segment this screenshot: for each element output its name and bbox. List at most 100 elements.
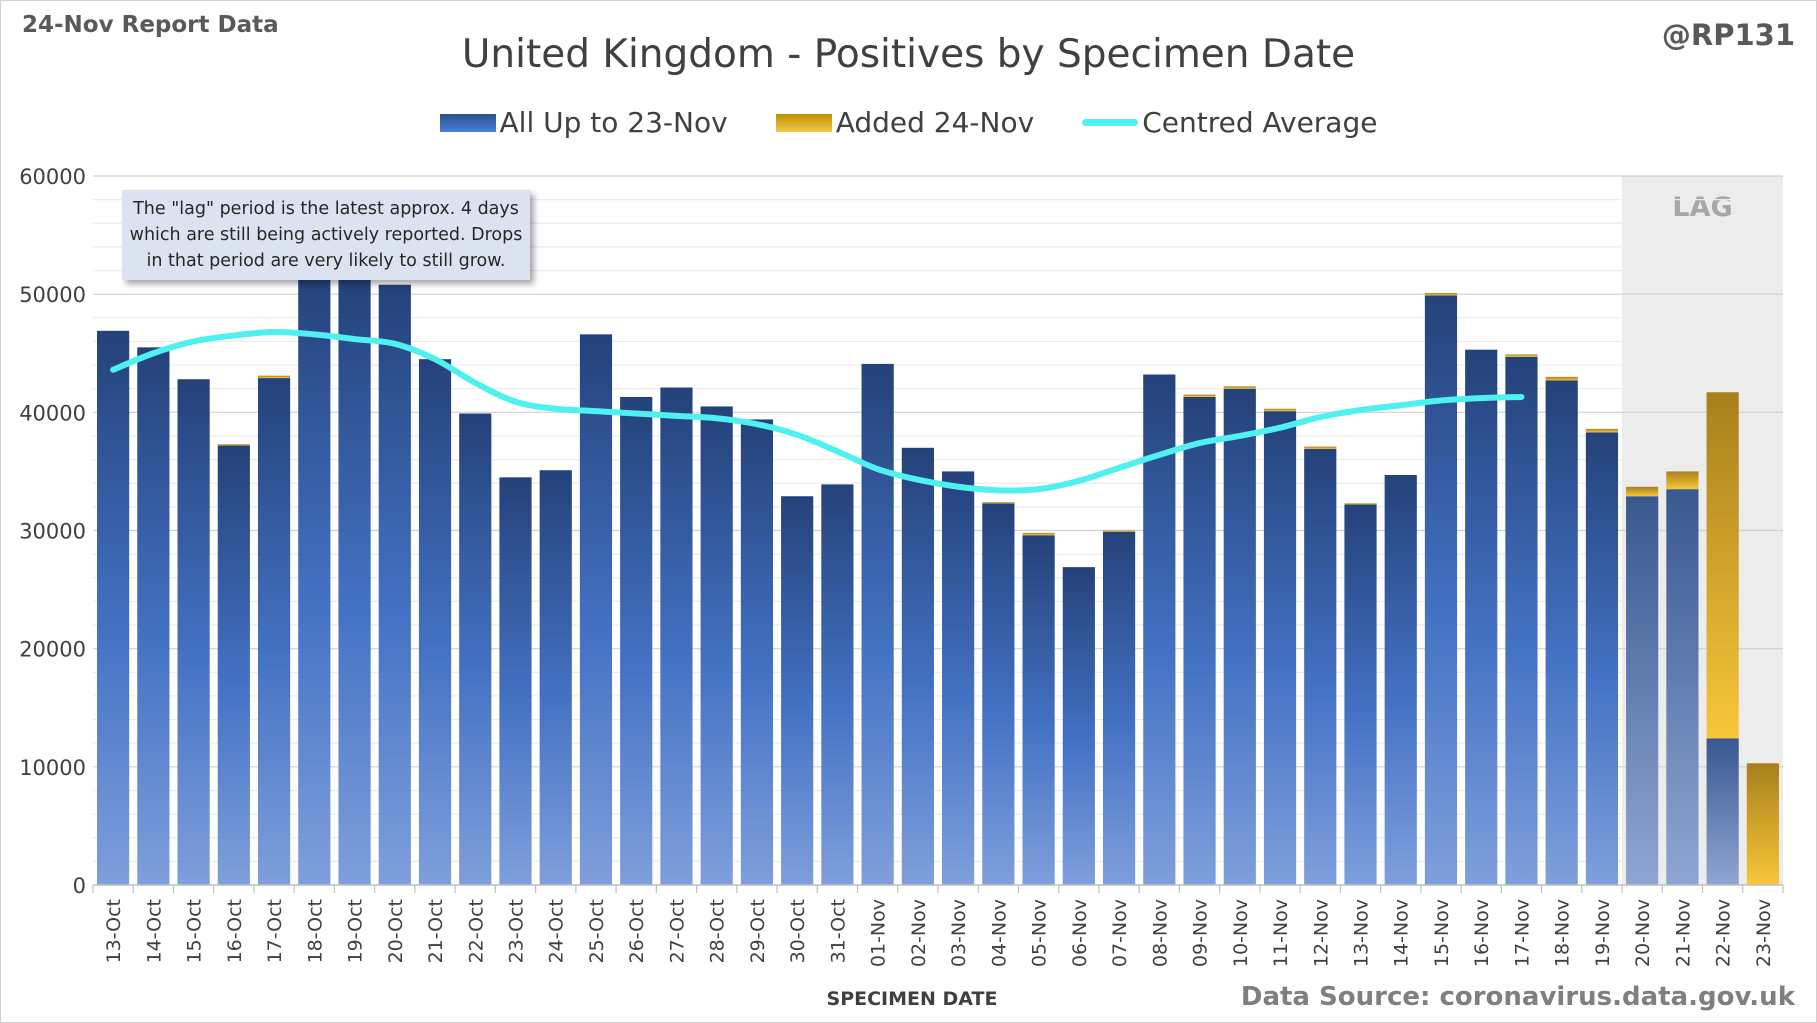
x-tick-label: 09-Nov <box>1190 899 1212 967</box>
x-axis-title: SPECIMEN DATE <box>827 988 998 1010</box>
bar-added-23-Nov <box>1746 763 1779 885</box>
bar-all-01-Nov <box>861 363 894 885</box>
x-tick-label: 13-Oct <box>103 899 125 963</box>
x-tick-label: 27-Oct <box>666 899 688 963</box>
bar-added-11-Nov <box>1263 408 1297 412</box>
x-tick-label: 25-Oct <box>586 899 608 963</box>
x-tick-label: 22-Oct <box>465 899 487 963</box>
bar-all-18-Oct <box>298 270 331 885</box>
bar-added-09-Nov <box>1183 394 1216 397</box>
bar-all-21-Oct <box>418 359 452 885</box>
bar-all-28-Oct <box>700 406 733 885</box>
x-tick-label: 22-Nov <box>1713 899 1735 967</box>
bar-all-09-Nov <box>1183 396 1216 885</box>
author-handle: @RP131 <box>1661 18 1795 52</box>
lag-note: The "lag" period is the latest approx. 4… <box>122 190 530 280</box>
bar-added-07-Nov <box>1102 530 1136 532</box>
bar-all-19-Oct <box>338 276 371 886</box>
x-tick-label: 24-Oct <box>546 899 568 963</box>
y-tick-label: 60000 <box>19 165 86 189</box>
legend-swatch-average <box>1082 119 1139 126</box>
x-tick-label: 16-Oct <box>224 899 246 963</box>
bar-all-16-Oct <box>217 445 250 885</box>
x-tick-label: 05-Nov <box>1029 899 1051 967</box>
bar-all-22-Oct <box>459 413 492 885</box>
bar-all-20-Nov <box>1626 496 1659 885</box>
bar-added-04-Nov <box>982 502 1015 504</box>
data-source: Data Source: coronavirus.data.gov.uk <box>1240 982 1795 1012</box>
legend-label-average: Centred Average <box>1142 106 1378 139</box>
bar-all-27-Oct <box>660 387 693 885</box>
chart-title: United Kingdom - Positives by Specimen D… <box>461 32 1356 77</box>
x-tick-label: 18-Oct <box>304 899 326 963</box>
legend-swatch-all <box>439 113 496 132</box>
x-tick-label: 17-Oct <box>264 899 286 963</box>
x-tick-label: 16-Nov <box>1471 899 1493 967</box>
y-tick-label: 0 <box>73 874 86 898</box>
x-tick-label: 26-Oct <box>626 899 648 963</box>
bar-added-17-Nov <box>1505 354 1538 357</box>
bar-all-04-Nov <box>982 503 1015 885</box>
x-tick-label: 23-Oct <box>506 899 528 963</box>
report-label: 24-Nov Report Data <box>22 12 279 38</box>
bar-all-13-Oct <box>97 330 130 885</box>
legend-label-all: All Up to 23-Nov <box>499 106 728 139</box>
x-tick-label: 15-Nov <box>1431 899 1453 967</box>
bar-all-15-Nov <box>1424 295 1458 885</box>
bar-all-31-Oct <box>821 484 854 885</box>
bar-all-17-Oct <box>257 378 291 885</box>
y-tick-label: 30000 <box>19 520 86 544</box>
bar-added-12-Nov <box>1304 446 1337 449</box>
y-tick-label: 50000 <box>19 283 86 307</box>
bar-added-22-Nov <box>1706 392 1739 739</box>
bar-all-17-Nov <box>1505 356 1538 885</box>
bar-all-07-Nov <box>1102 531 1136 885</box>
bar-all-13-Nov <box>1344 504 1377 885</box>
bar-added-16-Oct <box>217 444 250 446</box>
x-tick-label: 01-Nov <box>868 899 890 967</box>
x-tick-label: 19-Nov <box>1592 899 1614 967</box>
x-tick-label: 21-Oct <box>425 899 447 963</box>
bar-added-13-Nov <box>1344 503 1377 505</box>
legend: All Up to 23-Nov Added 24-Nov Centred Av… <box>0 106 1817 139</box>
x-tick-label: 20-Nov <box>1632 899 1654 967</box>
legend-label-added: Added 24-Nov <box>835 106 1035 139</box>
bar-all-05-Nov <box>1022 535 1055 885</box>
bar-all-29-Oct <box>740 419 774 885</box>
x-tick-label: 30-Oct <box>787 899 809 963</box>
legend-item-average: Centred Average <box>1082 106 1377 139</box>
bar-added-21-Nov <box>1666 471 1699 490</box>
bar-all-02-Nov <box>901 447 934 885</box>
bar-all-23-Oct <box>499 477 532 885</box>
x-tick-label: 13-Nov <box>1351 899 1373 967</box>
y-tick-label: 10000 <box>19 756 86 780</box>
bar-all-18-Nov <box>1545 380 1578 885</box>
bar-all-06-Nov <box>1062 567 1095 885</box>
bar-added-20-Nov <box>1626 486 1659 497</box>
x-tick-label: 02-Nov <box>908 899 930 967</box>
legend-item-all: All Up to 23-Nov <box>439 106 728 139</box>
bar-added-15-Nov <box>1424 292 1458 296</box>
bar-all-12-Nov <box>1304 448 1337 885</box>
bar-all-16-Nov <box>1465 349 1498 886</box>
legend-item-added: Added 24-Nov <box>775 106 1035 139</box>
bar-all-14-Oct <box>137 347 170 885</box>
y-tick-label: 20000 <box>19 638 86 662</box>
bar-all-20-Oct <box>378 284 411 885</box>
bar-added-19-Nov <box>1585 428 1619 433</box>
x-tick-label: 20-Oct <box>385 899 407 963</box>
bar-all-14-Nov <box>1384 474 1417 885</box>
legend-swatch-added <box>775 113 832 132</box>
x-tick-label: 17-Nov <box>1511 899 1533 967</box>
y-tick-label: 40000 <box>19 401 86 425</box>
bar-added-17-Oct <box>257 375 291 379</box>
bar-all-19-Nov <box>1585 432 1619 885</box>
bar-all-30-Oct <box>781 496 814 885</box>
centred-average-line <box>110 328 1525 494</box>
x-tick-label: 11-Nov <box>1270 899 1292 967</box>
x-tick-label: 07-Nov <box>1109 899 1131 967</box>
bar-added-05-Nov <box>1022 532 1055 536</box>
x-tick-label: 23-Nov <box>1753 899 1775 967</box>
x-tick-label: 28-Oct <box>707 899 729 963</box>
